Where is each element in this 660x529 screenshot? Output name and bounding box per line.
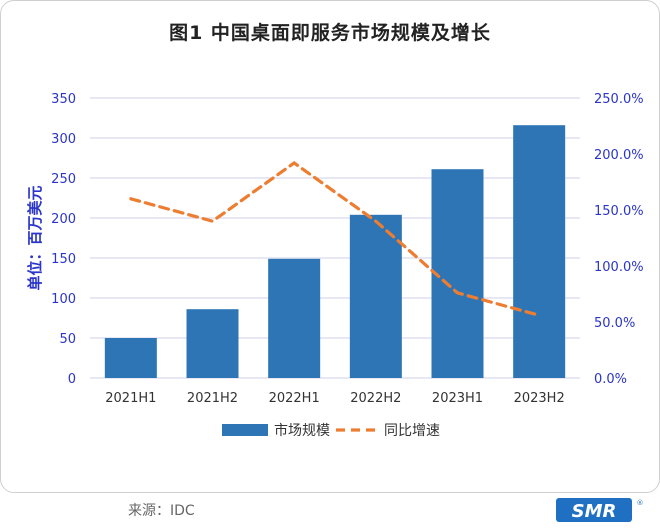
growth-line bbox=[129, 160, 541, 317]
x-axis-ticks: 2021H1 2021H2 2022H1 2022H2 2023H1 2023H2 bbox=[105, 391, 564, 406]
left-axis-ticks: 0 50 100 150 200 250 300 350 bbox=[51, 92, 76, 387]
x-tick-label: 2021H1 bbox=[105, 391, 156, 406]
y2-tick-label: 250.0% bbox=[594, 92, 644, 107]
bar bbox=[349, 214, 402, 378]
combo-chart: 0 50 100 150 200 250 300 350 0.0% 50.0% 100.0% 150… bbox=[26, 92, 644, 439]
line-series bbox=[129, 160, 541, 317]
y2-tick-label: 100.0% bbox=[594, 260, 644, 275]
y-axis-label: 单位：百万美元 bbox=[26, 185, 44, 290]
y2-tick-label: 150.0% bbox=[594, 204, 644, 219]
bar bbox=[268, 258, 321, 378]
y-tick-label: 50 bbox=[59, 332, 76, 347]
y-tick-label: 350 bbox=[51, 92, 76, 107]
y-tick-label: 250 bbox=[51, 172, 76, 187]
y2-tick-label: 0.0% bbox=[594, 372, 627, 387]
bar bbox=[513, 125, 566, 378]
legend-label: 市场规模 bbox=[274, 422, 330, 439]
smr-logo: SMR ® bbox=[556, 498, 644, 522]
y-tick-label: 200 bbox=[51, 212, 76, 227]
footer: 来源：IDC SMR ® bbox=[0, 492, 660, 529]
svg-text:®: ® bbox=[637, 499, 644, 507]
y-tick-label: 300 bbox=[51, 132, 76, 147]
bar bbox=[431, 169, 484, 378]
bar-series bbox=[104, 125, 566, 378]
legend-label: 同比增速 bbox=[384, 423, 440, 439]
right-axis-ticks: 0.0% 50.0% 100.0% 150.0% 200.0% 250.0% bbox=[594, 92, 644, 387]
y-tick-label: 150 bbox=[51, 252, 76, 267]
x-tick-label: 2023H1 bbox=[432, 391, 483, 406]
y-tick-label: 100 bbox=[51, 292, 76, 307]
bar bbox=[104, 338, 157, 378]
legend-bar-swatch bbox=[222, 424, 268, 436]
x-tick-label: 2022H2 bbox=[350, 391, 401, 406]
y-tick-label: 0 bbox=[68, 372, 76, 387]
svg-text:SMR: SMR bbox=[572, 501, 617, 522]
chart-title: 图1 中国桌面即服务市场规模及增长 bbox=[169, 22, 491, 44]
x-tick-label: 2022H1 bbox=[269, 391, 320, 406]
gridlines bbox=[90, 97, 580, 379]
x-tick-label: 2023H2 bbox=[514, 391, 565, 406]
y2-tick-label: 50.0% bbox=[594, 316, 635, 331]
source-note: 来源：IDC bbox=[128, 503, 195, 519]
x-tick-label: 2021H2 bbox=[187, 391, 238, 406]
y2-tick-label: 200.0% bbox=[594, 148, 644, 163]
legend: 市场规模 同比增速 bbox=[222, 422, 440, 439]
bar bbox=[186, 309, 239, 378]
